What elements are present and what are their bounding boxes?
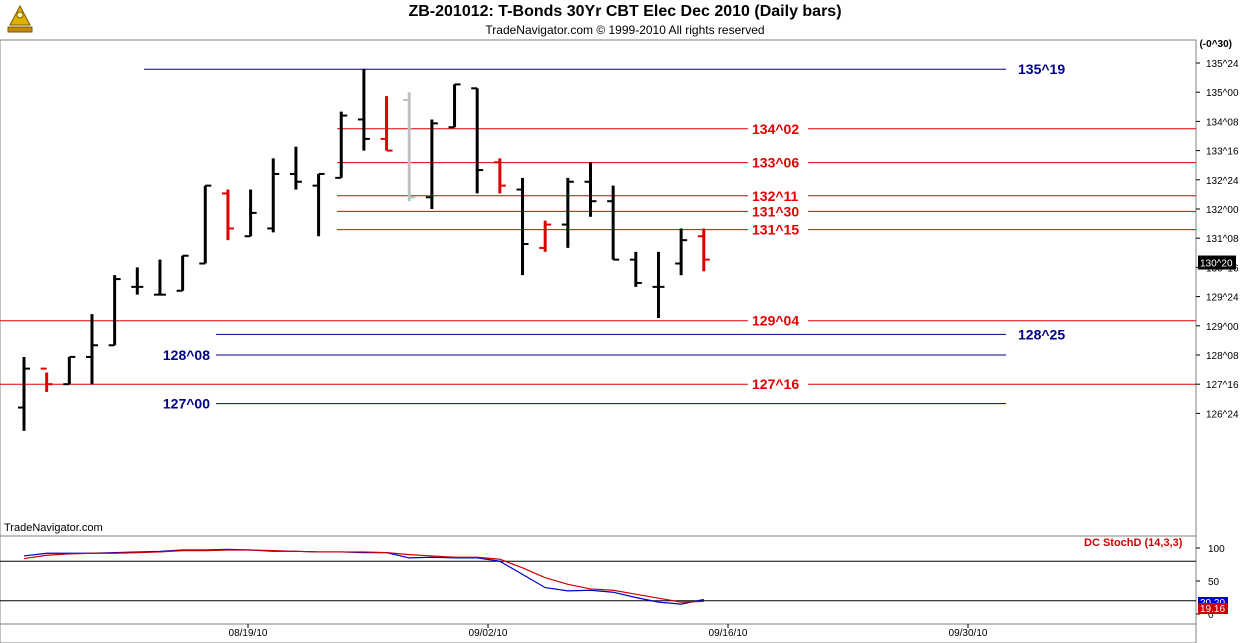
level-label: 135^19 bbox=[1018, 61, 1065, 77]
stoch-d-value-box bbox=[1198, 603, 1228, 614]
y-tick-label: 126^24 bbox=[1206, 409, 1239, 420]
date-axis-panel bbox=[0, 623, 1197, 643]
y-tick-label: 134^08 bbox=[1206, 117, 1239, 128]
level-label: 128^08 bbox=[163, 347, 210, 363]
indicator-label: DC StochD (14,3,3) bbox=[1084, 537, 1183, 549]
level-label-bg bbox=[748, 203, 808, 220]
y-tick-label: 131^08 bbox=[1206, 234, 1239, 245]
stoch-d-value: 19.16 bbox=[1200, 604, 1225, 615]
y-tick-label: 127^16 bbox=[1206, 380, 1239, 391]
stoch-tick-label: 50 bbox=[1208, 577, 1220, 588]
level-label: 133^06 bbox=[752, 155, 799, 171]
last-price-marker bbox=[1198, 255, 1236, 270]
level-label: 127^00 bbox=[163, 396, 210, 412]
level-label: 134^02 bbox=[752, 121, 799, 137]
y-tick-label: 128^08 bbox=[1206, 351, 1239, 362]
watermark-text: TradeNavigator.com bbox=[4, 522, 103, 534]
chart-header: ZB-201012: T-Bonds 30Yr CBT Elec Dec 201… bbox=[0, 0, 1250, 40]
level-label: 127^16 bbox=[752, 376, 799, 392]
x-tick-label: 08/19/10 bbox=[229, 628, 268, 639]
y-tick-label: 135^00 bbox=[1206, 88, 1239, 99]
level-label-bg bbox=[748, 376, 808, 393]
stoch-tick-label: 100 bbox=[1208, 544, 1225, 555]
y-tick-label: 135^24 bbox=[1206, 59, 1239, 70]
level-label-bg bbox=[748, 154, 808, 171]
indicator-panel bbox=[0, 535, 1197, 625]
x-tick-label: 09/30/10 bbox=[949, 628, 988, 639]
x-tick-label: 09/02/10 bbox=[469, 628, 508, 639]
level-label: 128^25 bbox=[1018, 326, 1065, 342]
y-tick-label: 132^00 bbox=[1206, 205, 1239, 216]
level-label: 132^11 bbox=[752, 188, 799, 204]
chart-title: ZB-201012: T-Bonds 30Yr CBT Elec Dec 201… bbox=[408, 3, 842, 20]
last-price-label: 130^20 bbox=[1200, 259, 1233, 270]
stoch-d-line bbox=[23, 549, 704, 603]
y-tick-label: 132^24 bbox=[1206, 176, 1239, 187]
level-label-bg bbox=[748, 187, 808, 204]
y-tick-label: 129^24 bbox=[1206, 293, 1239, 304]
sextant-logo-icon bbox=[7, 4, 33, 33]
price-panel bbox=[0, 39, 1197, 537]
level-label-bg bbox=[748, 120, 808, 137]
level-label: 131^30 bbox=[752, 203, 799, 219]
y-tick-label: 133^16 bbox=[1206, 147, 1239, 158]
stoch-k-line bbox=[23, 548, 704, 605]
chart-subtitle: TradeNavigator.com © 1999-2010 All right… bbox=[485, 23, 765, 37]
stoch-tick-label: 0 bbox=[1208, 610, 1214, 621]
stoch-k-value-box bbox=[1198, 597, 1228, 608]
level-label: 129^04 bbox=[752, 313, 799, 329]
level-label-bg bbox=[748, 221, 808, 238]
x-tick-label: 09/16/10 bbox=[709, 628, 748, 639]
y-tick-label: 129^00 bbox=[1206, 322, 1239, 333]
level-label: 131^15 bbox=[752, 222, 799, 238]
level-label-bg bbox=[748, 312, 808, 329]
